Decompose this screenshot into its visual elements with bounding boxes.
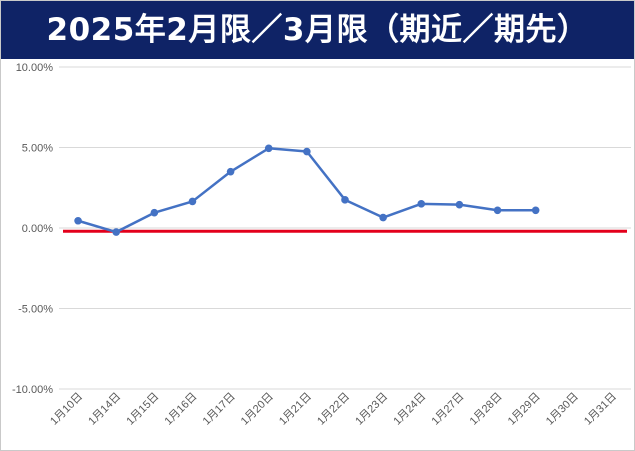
x-tick-label: 1月31日 bbox=[582, 391, 619, 428]
y-tick-label: 10.00% bbox=[16, 62, 54, 74]
chart-title: 2025年2月限／3月限（期近／期先） bbox=[46, 12, 589, 48]
title-bar: 2025年2月限／3月限（期近／期先） bbox=[1, 1, 634, 59]
x-tick-label: 1月14日 bbox=[86, 391, 123, 428]
data-point bbox=[226, 167, 235, 176]
data-point bbox=[112, 228, 120, 236]
y-tick-label: 0.00% bbox=[22, 223, 53, 235]
x-tick-label: 1月10日 bbox=[48, 391, 85, 428]
data-point bbox=[379, 213, 387, 222]
data-point bbox=[150, 208, 159, 217]
series-line-path bbox=[77, 147, 536, 234]
x-tick-label: 1月27日 bbox=[429, 391, 466, 428]
x-tick-label: 1月17日 bbox=[201, 391, 238, 428]
series-line bbox=[74, 144, 540, 236]
x-tick-label: 1月24日 bbox=[391, 391, 428, 428]
x-tick-labels: 1月10日 1月14日 1月15日 1月16日 1月17日 1月20日 1月21日 1月22日… bbox=[48, 391, 619, 428]
data-point bbox=[455, 200, 464, 209]
data-point bbox=[74, 216, 82, 225]
x-tick-label: 1月29日 bbox=[506, 391, 543, 428]
data-point bbox=[264, 144, 273, 153]
y-tick-label: 5.00% bbox=[22, 143, 53, 155]
x-tick-label: 1月30日 bbox=[544, 391, 581, 428]
x-tick-label: 1月22日 bbox=[315, 391, 352, 428]
y-tick-label: -10.00% bbox=[12, 384, 53, 396]
x-tick-label: 1月21日 bbox=[277, 391, 314, 428]
data-point bbox=[531, 206, 540, 215]
data-point bbox=[188, 197, 197, 206]
y-tick-labels: 10.00% 5.00% 0.00% -5.00% -10.00% bbox=[12, 62, 53, 396]
x-tick-label: 1月28日 bbox=[468, 391, 505, 428]
x-tick-label: 1月16日 bbox=[163, 391, 200, 428]
x-tick-label: 1月20日 bbox=[239, 391, 276, 428]
data-point bbox=[493, 206, 502, 215]
data-point bbox=[417, 200, 426, 208]
data-point bbox=[303, 147, 311, 156]
data-point bbox=[341, 196, 349, 204]
plot-area: 10.00% 5.00% 0.00% -5.00% -10.00% 1月10日 1月14日… bbox=[12, 62, 631, 428]
y-tick-label: -5.00% bbox=[18, 304, 53, 316]
x-tick-label: 1月15日 bbox=[124, 391, 161, 428]
x-tick-label: 1月23日 bbox=[353, 391, 390, 428]
gridlines bbox=[59, 66, 631, 390]
